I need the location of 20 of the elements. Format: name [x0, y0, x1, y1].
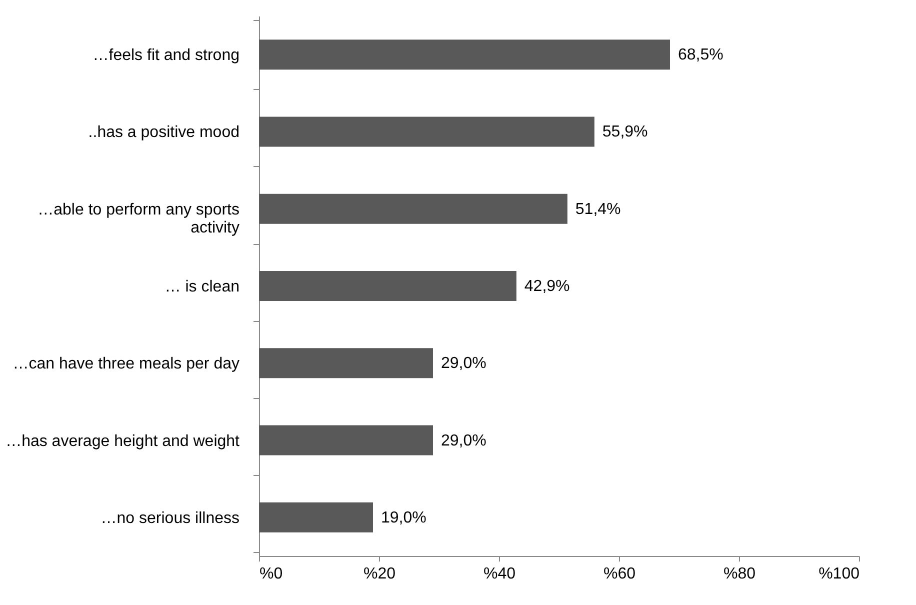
- y-tick-label: …can have three meals per day: [12, 356, 240, 373]
- data-label: 19,0%: [381, 509, 426, 526]
- data-label: 29,0%: [441, 355, 486, 372]
- y-tick-label: ..has a positive mood: [88, 124, 240, 142]
- data-label: 42,9%: [524, 278, 570, 295]
- x-tick-label: %80: [723, 566, 756, 582]
- x-tick-label: %100: [818, 566, 860, 582]
- data-label: 51,4%: [575, 200, 621, 218]
- x-tick-label: %0: [260, 566, 283, 582]
- y-tick-label: …able to perform any sports activity: [38, 201, 240, 236]
- data-label: 55,9%: [602, 124, 648, 141]
- y-tick-label: …feels fit and strong: [92, 47, 240, 64]
- x-tick-label: %60: [603, 566, 636, 582]
- y-tick-label: …no serious illness: [100, 510, 240, 527]
- x-tick-label: %20: [363, 566, 396, 582]
- y-tick-label: … is clean: [164, 278, 240, 296]
- y-tick-label: …has average height and weight: [6, 432, 240, 450]
- x-tick-label: %40: [483, 566, 516, 582]
- data-label: 29,0%: [441, 432, 486, 450]
- data-label: 68,5%: [678, 46, 724, 64]
